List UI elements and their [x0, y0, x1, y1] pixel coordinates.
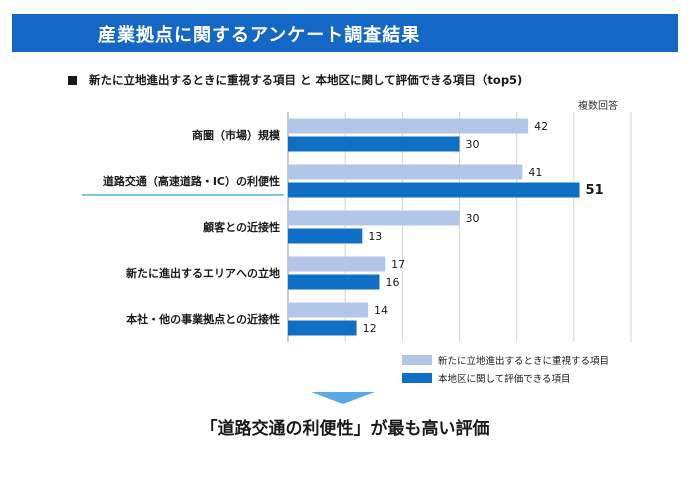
- bar-series-0-category-3: [288, 256, 386, 272]
- page-title: 産業拠点に関するアンケート調査結果: [98, 25, 421, 46]
- conclusion-text: 「道路交通の利便性」が最も高い評価: [200, 419, 490, 439]
- legend-swatch-importance: [402, 354, 432, 365]
- chart-subtitle: 新たに立地進出するときに重視する項目 と 本地区に関して評価できる項目（top5…: [68, 72, 522, 88]
- bar-series-1-category-3: [288, 274, 380, 290]
- bar-series-1-category-4: [288, 320, 357, 336]
- legend-swatch-evaluation: [402, 372, 432, 383]
- highlight-underline: [82, 194, 284, 196]
- data-label: 12: [363, 322, 377, 335]
- legend-label-importance: 新たに立地進出するときに重視する項目: [438, 355, 610, 367]
- data-label: 30: [466, 212, 480, 225]
- data-label: 13: [368, 230, 382, 243]
- data-label: 16: [385, 276, 399, 289]
- bar-series-1-category-2: [288, 228, 363, 244]
- bar-series-1-category-0: [288, 136, 460, 152]
- category-label: 道路交通（高速道路・IC）の利便性: [102, 175, 280, 188]
- subtitle-text: 新たに立地進出するときに重視する項目 と 本地区に関して評価できる項目（top5…: [89, 73, 523, 87]
- category-label: 顧客との近接性: [203, 221, 280, 234]
- bar-series-0-category-2: [288, 210, 460, 226]
- category-label: 商圏（市場）規模: [192, 129, 280, 142]
- legend-item-evaluation: 本地区に関して評価できる項目: [402, 370, 609, 385]
- legend-item-importance: 新たに立地進出するときに重視する項目: [402, 352, 609, 367]
- square-bullet-icon: [68, 76, 77, 85]
- data-label: 51: [586, 183, 604, 198]
- data-label: 41: [528, 166, 542, 179]
- legend: 新たに立地進出するときに重視する項目 本地区に関して評価できる項目: [402, 352, 609, 388]
- data-label: 14: [374, 304, 388, 317]
- legend-label-evaluation: 本地区に関して評価できる項目: [438, 373, 571, 385]
- data-label: 30: [466, 138, 480, 151]
- bar-series-0-category-4: [288, 302, 369, 318]
- bar-series-0-category-1: [288, 164, 523, 180]
- category-label: 本社・他の事業拠点との近接性: [126, 313, 280, 326]
- bar-series-0-category-0: [288, 118, 529, 134]
- data-label: 17: [391, 258, 405, 271]
- category-label: 新たに進出するエリアへの立地: [126, 267, 280, 280]
- down-arrow-icon: [311, 392, 375, 404]
- title-bar: 産業拠点に関するアンケート調査結果: [12, 14, 678, 52]
- bar-series-1-category-1: [288, 182, 580, 198]
- multiple-answer-note: 複数回答: [578, 101, 618, 112]
- data-label: 42: [534, 120, 548, 133]
